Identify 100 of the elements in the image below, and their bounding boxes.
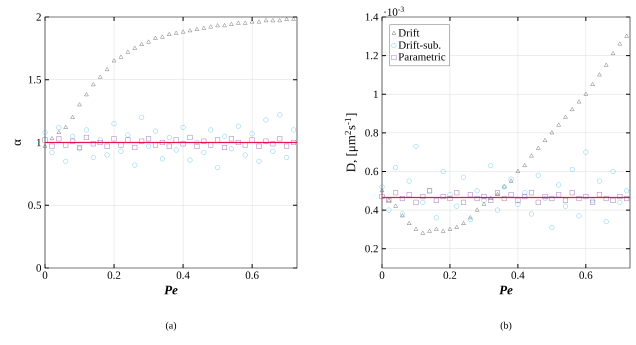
point [414, 144, 418, 149]
y-tick-label: 1.5 [28, 76, 42, 84]
point [617, 200, 622, 205]
point [624, 188, 630, 194]
point [112, 136, 117, 142]
point [228, 146, 234, 152]
point [434, 226, 439, 231]
point [63, 158, 68, 164]
point [174, 148, 179, 152]
point [522, 163, 527, 167]
point [118, 142, 124, 148]
point [380, 188, 384, 192]
point [229, 22, 234, 26]
point [50, 136, 54, 140]
y-tick-label: 0.5 [28, 202, 42, 209]
point [153, 128, 158, 134]
point [556, 192, 562, 198]
point [406, 192, 412, 198]
point [104, 152, 110, 158]
y-axis-title: D, [μm$^{2}$s$^{-1}$] [344, 114, 358, 172]
y-tick-label: 0.2 [365, 244, 378, 252]
point [242, 152, 248, 158]
point [284, 155, 290, 160]
point [618, 42, 622, 46]
point [118, 54, 124, 58]
point [146, 136, 152, 142]
point [140, 42, 144, 46]
point [461, 200, 466, 205]
point [84, 127, 89, 132]
point [522, 194, 528, 200]
point [434, 198, 439, 203]
point [222, 23, 227, 28]
point [125, 132, 130, 138]
point [139, 114, 144, 120]
point [447, 192, 452, 198]
point [495, 208, 500, 213]
point [64, 124, 68, 129]
point [610, 51, 616, 56]
point [160, 34, 165, 38]
point [529, 154, 534, 158]
point [420, 194, 426, 200]
point [222, 134, 227, 139]
point [56, 136, 62, 142]
point [188, 135, 192, 140]
point [256, 144, 262, 149]
y-tick-label: 0.6 [365, 168, 378, 176]
point [264, 18, 268, 22]
point [91, 82, 96, 86]
point [277, 136, 282, 142]
x-axis-title: Pe [164, 286, 178, 294]
point [562, 198, 568, 203]
point [536, 146, 540, 150]
y-tick-label: 1.4 [366, 13, 378, 21]
point [474, 208, 480, 212]
point [583, 150, 588, 155]
point [529, 211, 534, 216]
point [56, 124, 62, 130]
point [481, 194, 486, 200]
point [590, 82, 595, 86]
point [420, 200, 426, 205]
point [70, 134, 76, 139]
point [420, 230, 425, 235]
legend-label: Drift-sub. [398, 40, 440, 49]
y-tick-label: 1.2 [366, 52, 378, 60]
point [167, 32, 172, 36]
point [434, 215, 439, 220]
point [556, 182, 562, 188]
point [515, 202, 520, 207]
y-tick-label: 2 [36, 13, 41, 21]
point [386, 208, 392, 213]
point [77, 102, 82, 106]
point [215, 23, 220, 28]
point [291, 127, 296, 132]
point [440, 228, 446, 233]
point [400, 196, 405, 201]
point [194, 140, 200, 145]
point [194, 27, 200, 31]
x-tick-label: 0.2 [108, 272, 120, 279]
point [277, 112, 282, 118]
point [208, 127, 214, 132]
text: ·10$^{-3}$ [384, 6, 404, 16]
point [84, 135, 89, 140]
point [536, 200, 541, 205]
point [454, 204, 460, 209]
point [132, 46, 137, 50]
point [596, 192, 602, 198]
point [393, 204, 398, 208]
point [488, 163, 494, 168]
point [488, 196, 493, 200]
text: (b) [500, 322, 512, 331]
point [49, 144, 54, 149]
point [56, 130, 61, 134]
point [263, 138, 268, 144]
point [454, 190, 460, 196]
point [132, 162, 138, 168]
point [596, 178, 602, 184]
point [380, 184, 384, 190]
point [576, 213, 582, 218]
point [90, 141, 96, 146]
point [180, 30, 186, 34]
